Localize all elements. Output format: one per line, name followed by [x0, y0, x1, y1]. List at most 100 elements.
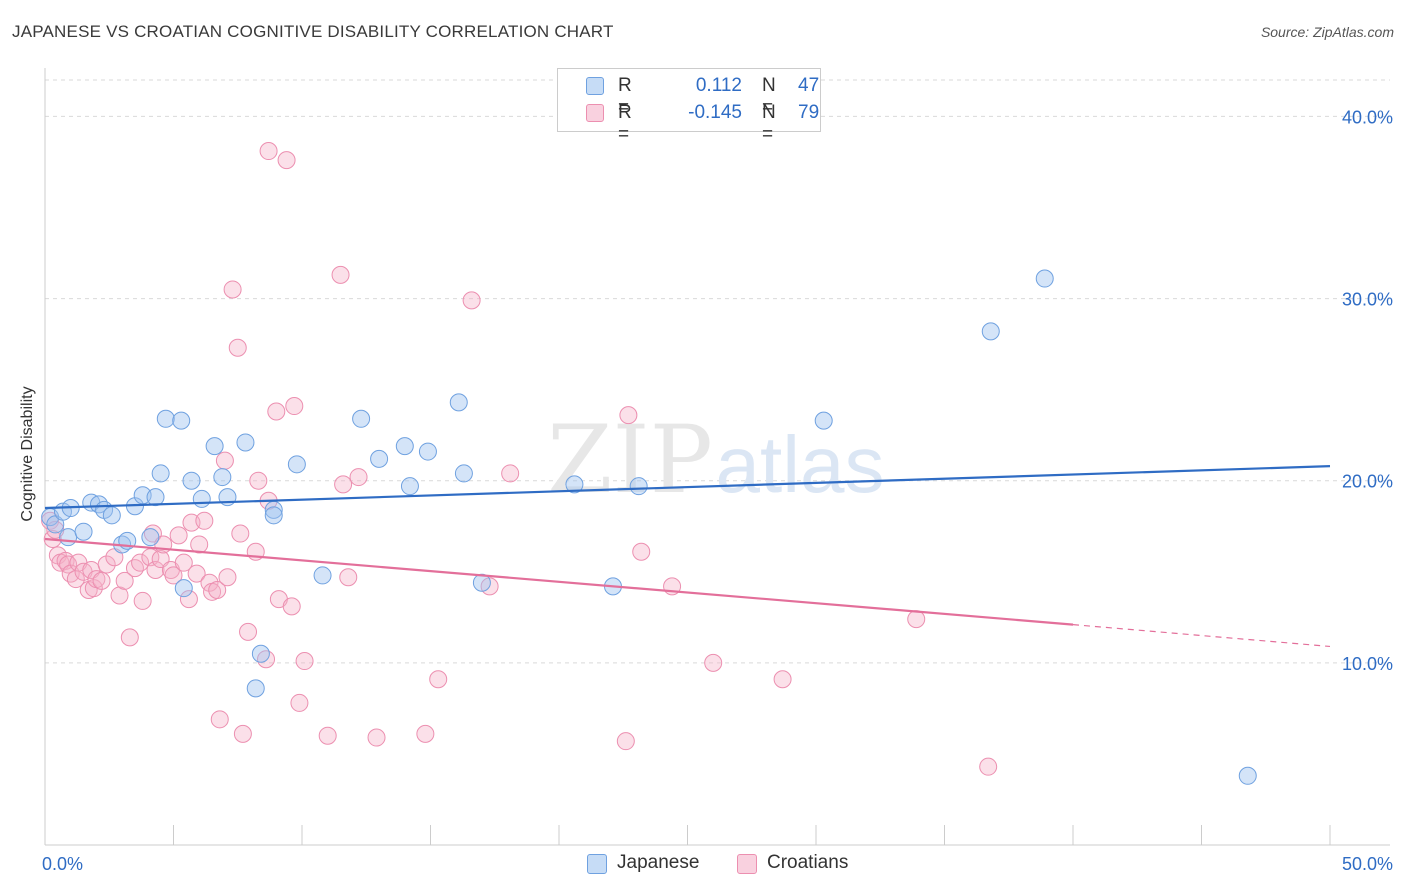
croatians-point	[367, 728, 386, 747]
croatians-point	[249, 471, 268, 490]
japanese-point	[981, 322, 1000, 341]
legend-n-value: 79	[798, 102, 820, 123]
croatians-point	[295, 652, 314, 671]
croatians-point	[190, 535, 209, 554]
series-name-japanese: Japanese	[617, 852, 700, 873]
croatians-point	[318, 726, 337, 745]
legend-swatch-japanese	[586, 77, 604, 95]
croatians-point	[97, 555, 116, 574]
japanese-point	[472, 573, 491, 592]
croatians-point	[339, 568, 358, 587]
legend-n-value: 47	[798, 75, 820, 96]
croatians-trend-extension	[1072, 624, 1331, 648]
axes	[44, 68, 1390, 846]
y-tick-label: 30.0%	[1342, 290, 1393, 310]
japanese-point	[246, 679, 265, 698]
japanese-point	[213, 468, 232, 487]
y-axis-label: Cognitive Disability	[19, 386, 36, 522]
legend-n-label: N =	[762, 102, 776, 145]
japanese-point	[251, 644, 270, 663]
croatians-point	[195, 511, 214, 530]
croatians-point	[429, 670, 448, 689]
croatians-point	[267, 402, 286, 421]
japanese-point	[395, 437, 414, 456]
croatians-point	[228, 338, 247, 357]
series-swatch-japanese	[587, 854, 607, 874]
legend-r-value: 0.112	[695, 75, 742, 96]
croatians-point	[619, 406, 638, 425]
japanese-point	[182, 471, 201, 490]
legend-r-label: R =	[618, 102, 632, 145]
japanese-point	[264, 506, 283, 525]
japanese-point	[156, 409, 175, 428]
series-name-croatians: Croatians	[767, 852, 849, 873]
japanese-point	[400, 477, 419, 496]
croatians-trend-line	[44, 537, 1074, 626]
legend-r-label: R =	[618, 75, 632, 118]
croatians-point	[979, 757, 998, 776]
watermark-zip: ZIP	[547, 406, 713, 515]
stats-legend: R = 0.112 N = 47 R = -0.145 N = 79	[557, 68, 821, 145]
japanese-point	[151, 464, 170, 483]
japanese-point	[287, 455, 306, 474]
japanese-point	[449, 393, 468, 412]
croatians-point	[704, 653, 723, 672]
croatians-point	[334, 475, 353, 494]
y-tick-labels: 10.0% 20.0% 30.0% 40.0%	[1342, 107, 1393, 673]
croatians-point	[233, 724, 252, 743]
croatians-point	[218, 568, 237, 587]
japanese-point	[59, 528, 78, 547]
japanese-point	[236, 433, 255, 452]
x-tick-label: 50.0%	[1342, 854, 1393, 874]
y-tick-label: 20.0%	[1342, 472, 1393, 492]
croatians-point	[92, 571, 111, 590]
grid-lines	[45, 79, 1390, 664]
croatians-point	[164, 566, 183, 585]
series-swatch-croatians	[737, 854, 757, 874]
japanese-point	[146, 488, 165, 507]
japanese-point	[1238, 766, 1257, 785]
japanese-point	[370, 449, 389, 468]
japanese-point	[205, 437, 224, 456]
croatians-point	[208, 581, 227, 599]
croatians-point	[223, 280, 242, 299]
croatians-point	[115, 571, 134, 590]
croatians-point	[616, 732, 635, 751]
japanese-point	[172, 411, 191, 430]
japanese-point	[814, 411, 833, 430]
japanese-point	[454, 464, 473, 483]
japanese-point	[418, 442, 437, 461]
y-tick-label: 10.0%	[1342, 654, 1393, 674]
croatians-point	[259, 142, 278, 161]
croatians-point	[231, 524, 250, 543]
legend-n-label: N =	[762, 75, 776, 118]
japanese-point	[89, 495, 108, 514]
croatians-point	[501, 464, 520, 483]
x-tick-label: 0.0%	[42, 854, 83, 874]
watermark-atlas: atlas	[716, 420, 885, 509]
croatians-point	[285, 397, 304, 416]
japanese-point	[102, 506, 121, 525]
japanese-point	[141, 528, 160, 547]
source-label: Source: ZipAtlas.com	[1260, 24, 1394, 40]
watermark: ZIP atlas	[547, 406, 884, 515]
croatians-point	[257, 650, 276, 669]
croatians-point	[290, 693, 309, 712]
legend-r-value: -0.145	[688, 102, 742, 123]
croatians-point	[174, 553, 193, 572]
croatians-point	[282, 597, 301, 616]
japanese-trend-line	[44, 465, 1331, 510]
croatians-point	[907, 610, 926, 629]
japanese-point	[565, 475, 584, 494]
trend-lines	[44, 465, 1331, 648]
croatians-point	[146, 560, 165, 579]
chart-title: JAPANESE VS CROATIAN COGNITIVE DISABILIT…	[12, 22, 614, 41]
legend-swatch-croatians	[586, 104, 604, 122]
croatians-point	[179, 590, 198, 609]
japanese-point	[352, 409, 371, 428]
croatians-point	[125, 559, 144, 578]
croatians-point	[133, 591, 152, 610]
croatians-point	[187, 564, 206, 583]
japanese-point	[629, 477, 648, 496]
